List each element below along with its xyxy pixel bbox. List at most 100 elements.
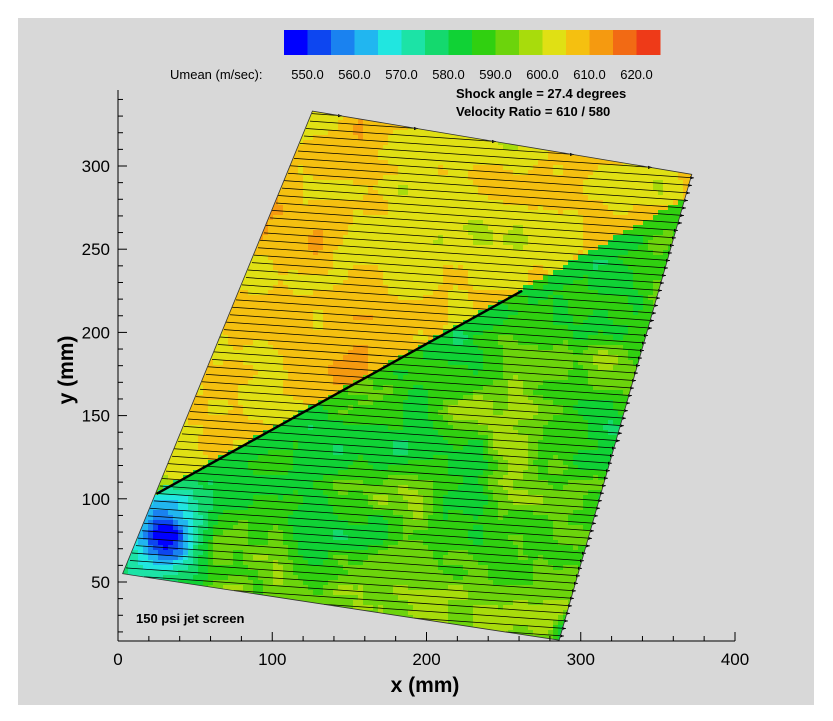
field-cell <box>688 220 692 226</box>
field-cell <box>158 185 164 191</box>
field-cell <box>353 255 359 261</box>
field-cell <box>293 220 299 226</box>
field-cell <box>318 155 324 161</box>
field-cell <box>303 240 309 246</box>
field-cell <box>128 120 134 126</box>
field-cell <box>588 235 594 241</box>
field-cell <box>228 175 234 181</box>
field-cell <box>568 260 574 266</box>
field-cell <box>413 235 419 241</box>
field-cell <box>513 285 519 291</box>
field-cell <box>163 235 169 241</box>
field-cell <box>658 230 664 236</box>
field-cell <box>443 200 449 206</box>
field-cell <box>123 155 129 161</box>
field-cell <box>598 160 604 166</box>
field-cell <box>293 260 299 266</box>
field-cell <box>298 170 304 176</box>
field-cell <box>518 195 524 201</box>
field-cell <box>183 120 189 126</box>
field-cell <box>698 205 704 211</box>
field-cell <box>673 170 679 176</box>
field-cell <box>723 160 729 166</box>
field-cell <box>523 245 529 251</box>
field-cell <box>523 140 529 146</box>
field-cell <box>383 111 389 116</box>
field-cell <box>278 205 284 211</box>
field-cell <box>353 200 359 206</box>
field-cell <box>643 200 649 206</box>
field-cell <box>248 185 254 191</box>
field-cell <box>123 100 129 106</box>
field-cell <box>653 170 659 176</box>
field-cell <box>448 265 454 271</box>
field-cell <box>698 145 704 151</box>
field-cell <box>618 150 624 156</box>
field-cell <box>368 220 374 226</box>
field-cell <box>198 165 204 171</box>
field-cell <box>173 150 179 156</box>
field-cell <box>678 265 684 271</box>
field-cell <box>583 225 589 231</box>
field-cell <box>403 250 409 256</box>
field-cell <box>618 200 624 206</box>
field-cell <box>363 185 369 191</box>
field-cell <box>353 225 359 231</box>
field-cell <box>503 160 509 166</box>
field-cell <box>198 230 204 236</box>
field-cell <box>678 280 684 286</box>
field-cell <box>698 285 704 291</box>
field-cell <box>303 185 309 191</box>
field-cell <box>383 220 389 226</box>
field-cell <box>248 90 254 96</box>
colorbar-tick-label: 580.0 <box>432 67 465 82</box>
field-cell <box>558 230 564 236</box>
field-cell <box>148 90 154 96</box>
field-cell <box>228 220 234 226</box>
field-cell <box>428 150 434 156</box>
field-cell <box>538 250 544 256</box>
field-cell <box>318 175 324 181</box>
field-cell <box>128 165 134 171</box>
field-cell <box>338 180 344 186</box>
field-cell <box>653 175 659 181</box>
field-cell <box>133 155 139 161</box>
field-cell <box>708 270 714 276</box>
field-cell <box>683 230 689 236</box>
field-cell <box>348 275 354 281</box>
field-cell <box>158 275 164 281</box>
field-cell <box>298 120 304 126</box>
field-cell <box>193 170 199 176</box>
field-cell <box>643 240 649 246</box>
field-cell <box>143 285 149 291</box>
field-cell <box>173 210 179 216</box>
field-cell <box>493 250 499 256</box>
field-cell <box>563 270 569 276</box>
field-cell <box>248 235 254 241</box>
field-cell <box>173 285 179 291</box>
field-cell <box>653 255 659 261</box>
field-cell <box>263 225 269 231</box>
field-cell <box>323 225 329 231</box>
field-cell <box>438 155 444 161</box>
field-cell <box>713 95 719 101</box>
field-cell <box>583 245 589 251</box>
field-cell <box>353 135 359 141</box>
field-cell <box>408 160 414 166</box>
field-cell <box>178 155 184 161</box>
field-cell <box>313 95 319 101</box>
field-cell <box>318 220 324 226</box>
field-cell <box>708 90 714 96</box>
field-cell <box>123 140 129 146</box>
field-cell <box>533 240 539 246</box>
field-cell <box>438 205 444 211</box>
field-cell <box>668 111 674 116</box>
field-cell <box>173 245 179 251</box>
field-cell <box>353 230 359 236</box>
field-cell <box>213 145 219 151</box>
field-cell <box>473 235 479 241</box>
field-cell <box>238 265 244 271</box>
field-cell <box>188 150 194 156</box>
field-cell <box>538 150 544 156</box>
field-cell <box>413 170 419 176</box>
